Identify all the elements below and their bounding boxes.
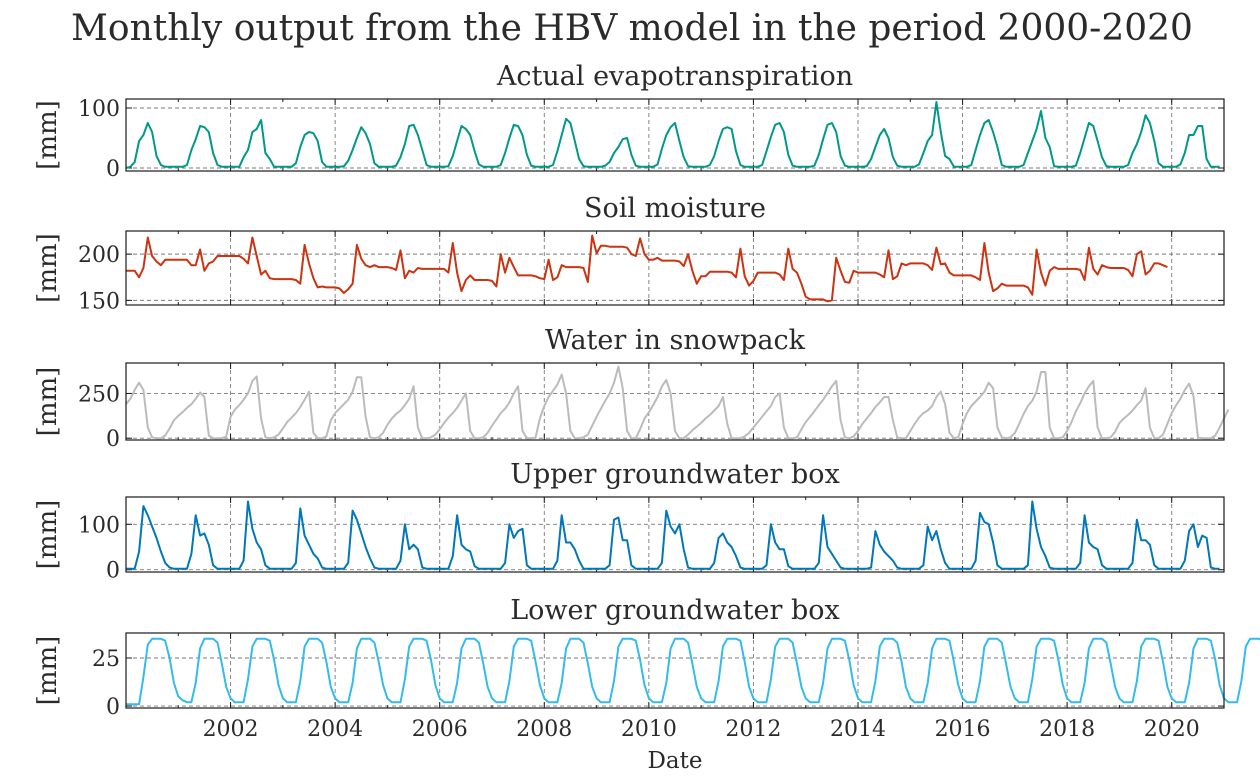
panel-title: Actual evapotranspiration <box>496 61 853 92</box>
y-tick-label: 0 <box>106 695 120 720</box>
x-tick-label: 2018 <box>1039 717 1095 742</box>
y-tick-label: 0 <box>106 157 120 182</box>
figure-suptitle: Monthly output from the HBV model in the… <box>71 8 1193 49</box>
plot-frame <box>125 362 1225 441</box>
x-tick-label: 2004 <box>307 717 363 742</box>
series-line <box>126 234 1168 303</box>
x-tick-label: 2020 <box>1144 717 1200 742</box>
series-line <box>126 637 1260 706</box>
y-tick-label: 25 <box>92 647 120 672</box>
y-tick-label: 200 <box>78 243 120 268</box>
plot-frame <box>125 230 1225 306</box>
panels: Actual evapotranspiration [mm] 0 100 Soil mo… <box>33 61 1260 742</box>
panel-2: Soil moisture [mm] 150 200 <box>33 193 1225 314</box>
panel-5: Lower groundwater box [mm] 0 25 2002 2004 2006… <box>33 595 1260 742</box>
y-tick-label: 0 <box>106 427 120 452</box>
x-tick-label: 2012 <box>725 717 781 742</box>
plot-frame <box>125 98 1225 172</box>
y-axis-label: [mm] <box>33 636 63 706</box>
x-tick-label: 2008 <box>516 717 572 742</box>
y-axis-label: [mm] <box>33 367 63 437</box>
panel-3: Water in snowpack [mm] 0 250 <box>33 325 1230 452</box>
x-tick-label: 2006 <box>412 717 468 742</box>
y-tick-label: 0 <box>106 559 120 584</box>
panel-title: Upper groundwater box <box>510 459 840 490</box>
y-axis-label: [mm] <box>33 233 63 303</box>
x-tick-label: 2014 <box>830 717 886 742</box>
y-tick-label: 100 <box>78 97 120 122</box>
x-tick-label: 2002 <box>203 717 259 742</box>
panel-title: Soil moisture <box>584 193 766 224</box>
panel-title: Water in snowpack <box>545 325 806 356</box>
x-axis-label: Date <box>647 748 702 774</box>
y-tick-label: 250 <box>78 382 120 407</box>
x-tick-label: 2016 <box>935 717 991 742</box>
series-line <box>125 101 1220 169</box>
series-line <box>126 500 1220 570</box>
y-axis-label: [mm] <box>33 500 63 570</box>
panel-title: Lower groundwater box <box>510 595 840 626</box>
y-axis-label: [mm] <box>33 100 63 170</box>
y-tick-label: 100 <box>78 513 120 538</box>
x-tick-label: 2010 <box>621 717 677 742</box>
panel-4: Upper groundwater box [mm] 0 100 <box>33 459 1225 584</box>
y-tick-label: 150 <box>78 289 120 314</box>
plot-frame <box>125 496 1225 573</box>
panel-1: Actual evapotranspiration [mm] 0 100 <box>33 61 1225 182</box>
plot-frame <box>125 632 1225 709</box>
series-line <box>125 365 1230 440</box>
